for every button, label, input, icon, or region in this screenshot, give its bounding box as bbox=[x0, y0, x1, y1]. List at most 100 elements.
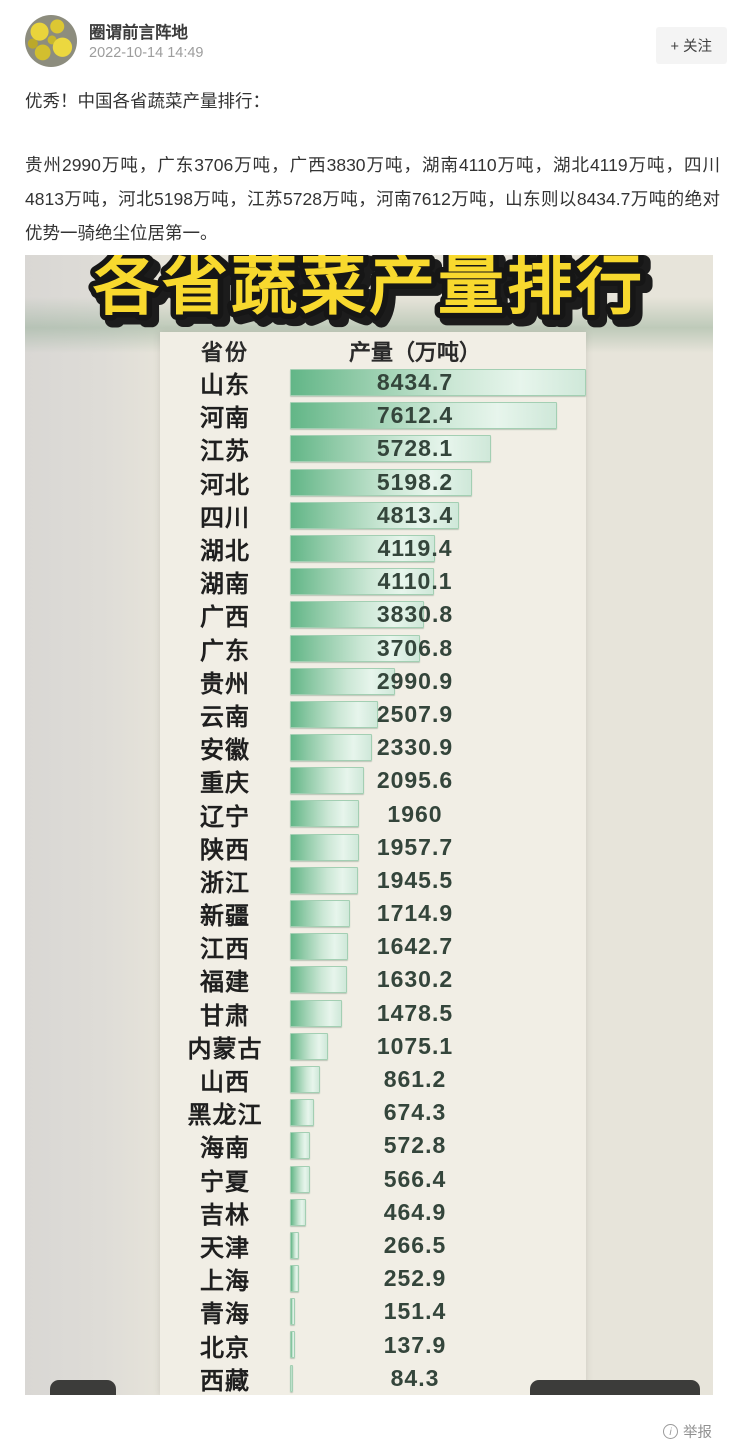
bar-area: 137.9 bbox=[290, 1328, 586, 1361]
production-bar bbox=[290, 866, 359, 894]
production-bar bbox=[290, 767, 364, 795]
province-label: 江西 bbox=[200, 936, 250, 964]
production-value: 2095.6 bbox=[376, 767, 454, 794]
production-bar bbox=[290, 402, 558, 430]
production-value: 266.5 bbox=[383, 1231, 447, 1258]
bar-area: 3706.8 bbox=[290, 632, 586, 665]
production-value: 566.4 bbox=[383, 1165, 447, 1192]
table-row: 河南 7612.4 bbox=[160, 399, 586, 432]
production-bar bbox=[290, 999, 342, 1027]
bar-area: 1945.5 bbox=[290, 864, 586, 897]
bar-area: 1478.5 bbox=[290, 997, 586, 1030]
bar-area: 266.5 bbox=[290, 1229, 586, 1262]
production-value: 464.9 bbox=[383, 1198, 447, 1225]
production-value: 572.8 bbox=[383, 1132, 447, 1159]
chart-rows: 山东 8434.7 河南 7612.4 江苏 5728.1 河北 5198.2 四川 4813.4… bbox=[160, 366, 586, 1395]
table-row: 内蒙古 1075.1 bbox=[160, 1030, 586, 1063]
overlay-shape-right bbox=[530, 1380, 700, 1395]
production-bar bbox=[290, 1099, 314, 1127]
production-value: 2330.9 bbox=[376, 734, 454, 761]
province-label: 内蒙古 bbox=[187, 1035, 263, 1063]
production-value: 84.3 bbox=[390, 1364, 440, 1391]
table-row: 上海 252.9 bbox=[160, 1262, 586, 1295]
table-row: 陕西 1957.7 bbox=[160, 831, 586, 864]
province-label: 贵州 bbox=[200, 670, 250, 698]
post-body-text: 贵州2990万吨，广东3706万吨，广西3830万吨，湖南4110万吨，湖北41… bbox=[25, 155, 720, 243]
bar-area: 2095.6 bbox=[290, 764, 586, 797]
production-bar bbox=[290, 534, 435, 562]
avatar[interactable] bbox=[25, 15, 77, 67]
province-label: 江苏 bbox=[200, 438, 250, 466]
table-row: 福建 1630.2 bbox=[160, 963, 586, 996]
bar-area: 1960 bbox=[290, 797, 586, 830]
province-label: 安徽 bbox=[200, 737, 250, 765]
production-value: 8434.7 bbox=[376, 369, 454, 396]
image-left-strip bbox=[25, 255, 165, 1395]
production-bar bbox=[290, 468, 473, 496]
bar-area: 252.9 bbox=[290, 1262, 586, 1295]
production-bar bbox=[290, 1265, 299, 1293]
report-link[interactable]: i 举报 bbox=[663, 1421, 712, 1442]
bar-area: 3830.8 bbox=[290, 598, 586, 631]
production-bar bbox=[290, 800, 359, 828]
production-value: 2990.9 bbox=[376, 667, 454, 694]
follow-button[interactable]: + 关注 bbox=[655, 27, 727, 64]
production-value: 151.4 bbox=[383, 1298, 447, 1325]
production-bar bbox=[290, 435, 491, 463]
province-label: 新疆 bbox=[200, 903, 250, 931]
bar-area: 84.3 bbox=[290, 1362, 586, 1395]
province-label: 吉林 bbox=[200, 1201, 250, 1229]
province-label: 河南 bbox=[200, 405, 250, 433]
production-bar bbox=[290, 1298, 296, 1326]
bar-area: 5198.2 bbox=[290, 466, 586, 499]
production-value: 1957.7 bbox=[376, 833, 454, 860]
production-value: 2507.9 bbox=[376, 700, 454, 727]
table-row: 吉林 464.9 bbox=[160, 1196, 586, 1229]
production-value: 3706.8 bbox=[376, 634, 454, 661]
production-value: 137.9 bbox=[383, 1331, 447, 1358]
province-label: 宁夏 bbox=[200, 1168, 250, 1196]
chart-title-text: 各省蔬菜产量排行 bbox=[93, 255, 645, 322]
bar-area: 151.4 bbox=[290, 1295, 586, 1328]
production-value: 1075.1 bbox=[376, 1032, 454, 1059]
bar-area: 4813.4 bbox=[290, 499, 586, 532]
table-row: 四川 4813.4 bbox=[160, 499, 586, 532]
post-intro-text: 优秀！中国各省蔬菜产量排行： bbox=[25, 91, 270, 111]
province-label: 陕西 bbox=[200, 836, 250, 864]
province-label: 青海 bbox=[200, 1301, 250, 1329]
bar-area: 7612.4 bbox=[290, 399, 586, 432]
production-bar bbox=[290, 1231, 300, 1259]
chart-title: 各省蔬菜产量排行 各省蔬菜产量排行 bbox=[25, 255, 713, 341]
production-bar bbox=[290, 833, 359, 861]
province-label: 上海 bbox=[200, 1268, 250, 1296]
table-row: 青海 151.4 bbox=[160, 1295, 586, 1328]
table-row: 天津 266.5 bbox=[160, 1229, 586, 1262]
production-bar bbox=[290, 369, 586, 396]
production-value: 4813.4 bbox=[376, 501, 454, 528]
production-value: 1960 bbox=[387, 800, 443, 827]
info-circle-icon: i bbox=[663, 1424, 678, 1439]
province-label: 浙江 bbox=[200, 869, 250, 897]
overlay-shape-left bbox=[50, 1380, 116, 1395]
province-label: 广西 bbox=[200, 604, 250, 632]
table-header: 省份 产量（万吨） bbox=[160, 332, 586, 366]
bar-area: 674.3 bbox=[290, 1096, 586, 1129]
column-header-province: 省份 bbox=[200, 339, 249, 365]
table-row: 河北 5198.2 bbox=[160, 466, 586, 499]
province-label: 天津 bbox=[200, 1234, 250, 1262]
production-bar bbox=[290, 966, 348, 994]
post-image[interactable]: 各省蔬菜产量排行 各省蔬菜产量排行 省份 产量（万吨） 山东 8434.7 河南 76… bbox=[25, 255, 713, 1395]
table-row: 甘肃 1478.5 bbox=[160, 997, 586, 1030]
province-label: 辽宁 bbox=[200, 803, 250, 831]
production-bar bbox=[290, 634, 421, 662]
table-row: 西藏 84.3 bbox=[160, 1362, 586, 1395]
province-label: 广东 bbox=[200, 637, 250, 665]
bar-area: 1630.2 bbox=[290, 963, 586, 996]
province-label: 北京 bbox=[200, 1334, 250, 1362]
production-bar bbox=[290, 1331, 295, 1359]
ranking-table: 省份 产量（万吨） 山东 8434.7 河南 7612.4 江苏 5728.1 河北 5198… bbox=[160, 332, 586, 1395]
province-label: 黑龙江 bbox=[187, 1102, 263, 1130]
province-label: 四川 bbox=[200, 504, 250, 532]
username[interactable]: 圈谓前言阵地 bbox=[89, 24, 188, 42]
bar-area: 2990.9 bbox=[290, 665, 586, 698]
